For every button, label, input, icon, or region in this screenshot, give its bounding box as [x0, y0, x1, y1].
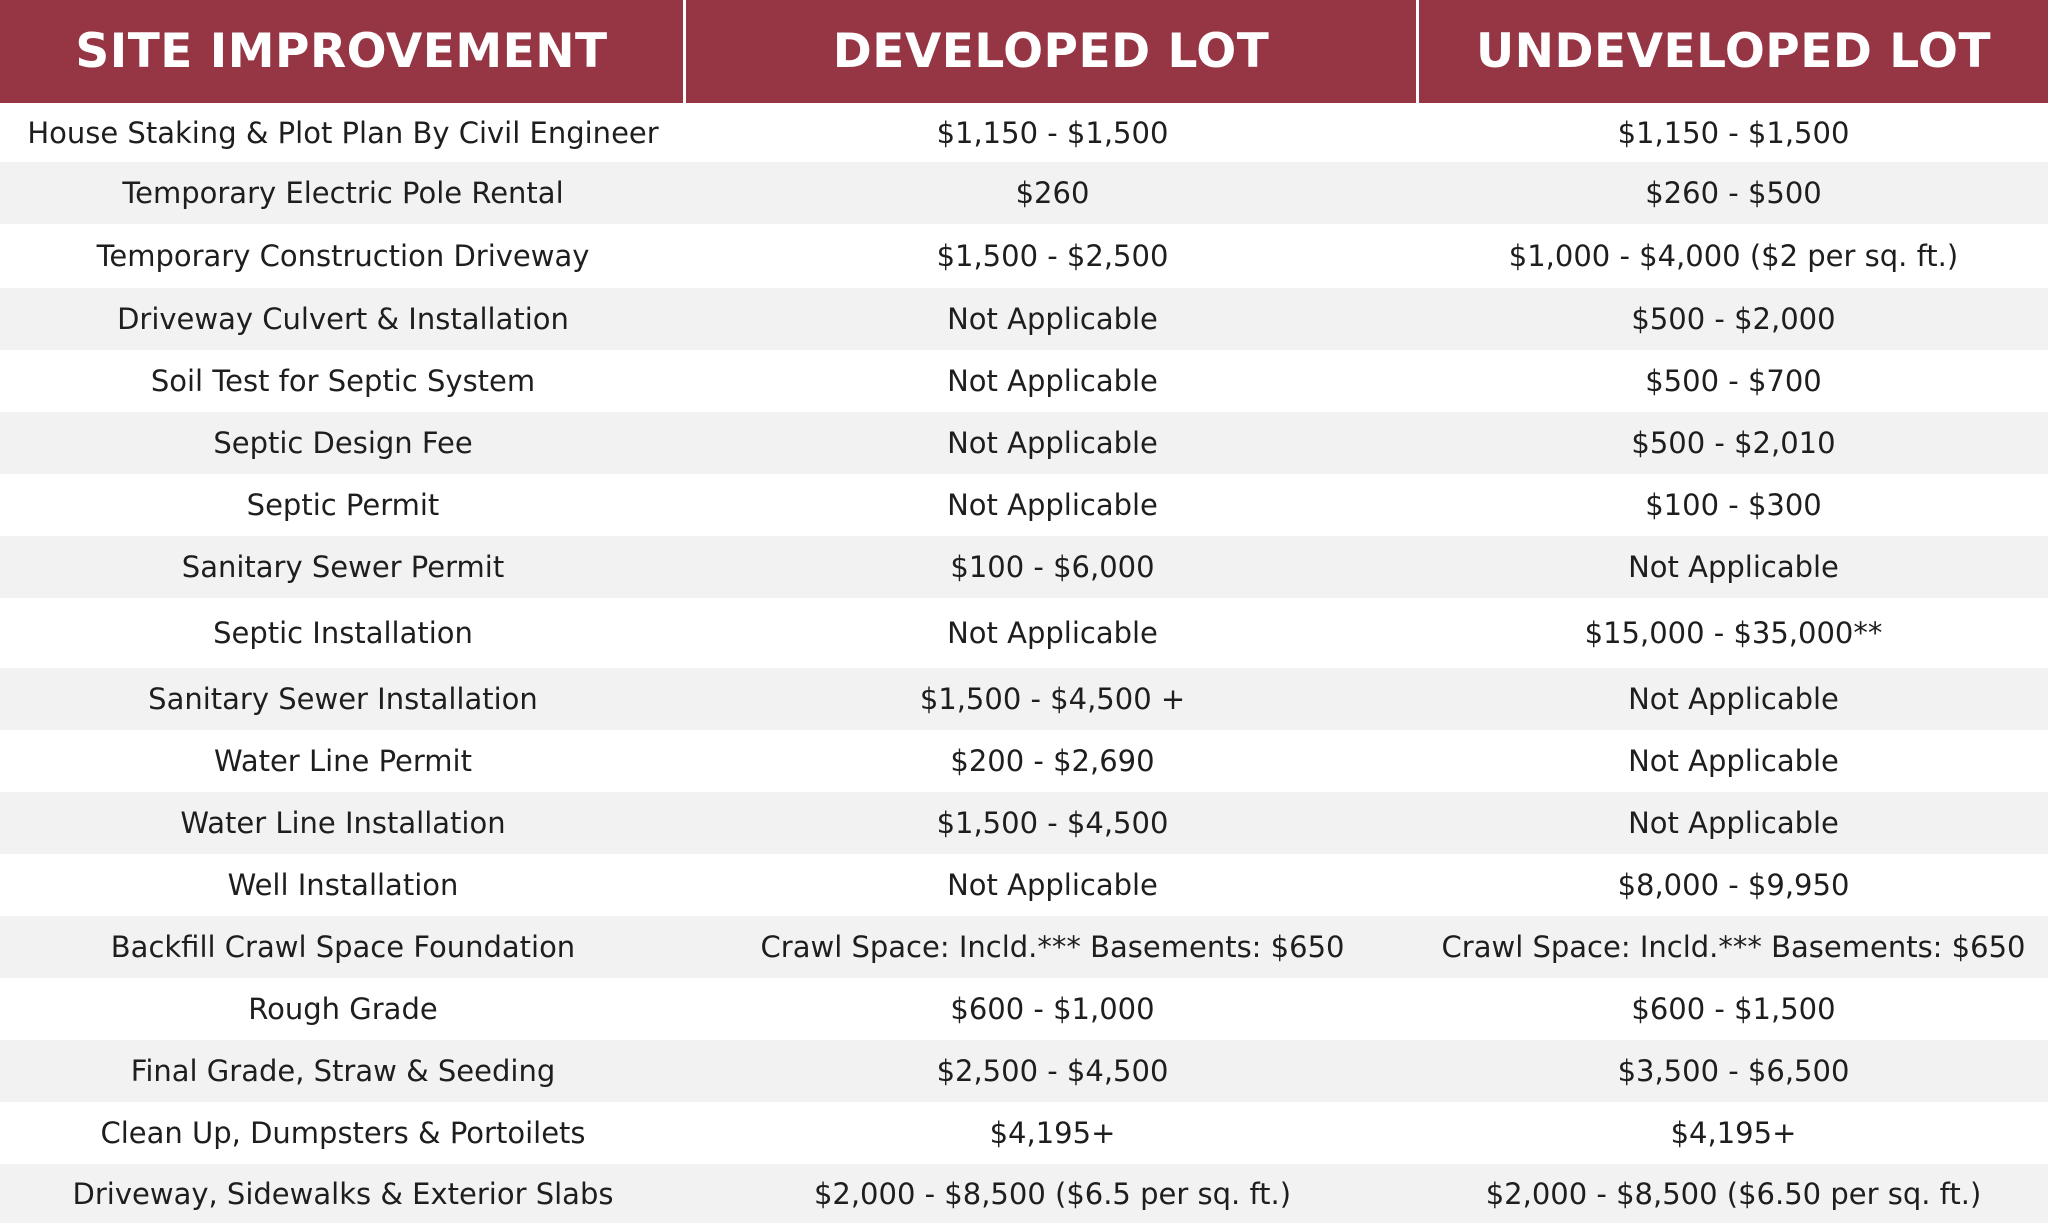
- developed-lot-cell: Not Applicable: [947, 488, 1158, 522]
- undeveloped-lot-cell: $500 - $2,010: [1631, 426, 1836, 460]
- table-row: Septic Permit Not Applicable $100 - $300: [0, 474, 2048, 536]
- table-row: Clean Up, Dumpsters & Portoilets $4,195+ $…: [0, 1102, 2048, 1164]
- undeveloped-lot-cell: $1,000 - $4,000 ($2 per sq. ft.): [1508, 239, 1959, 273]
- developed-lot-cell: $100 - $6,000: [950, 550, 1155, 584]
- undeveloped-lot-cell: $500 - $2,000: [1631, 302, 1836, 336]
- developed-lot-cell: $4,195+: [989, 1116, 1116, 1150]
- site-improvement-cell: Temporary Electric Pole Rental: [122, 176, 564, 210]
- undeveloped-lot-cell: $600 - $1,500: [1631, 992, 1836, 1026]
- developed-lot-cell: Crawl Space: Incld.*** Basements: $650: [760, 930, 1345, 964]
- undeveloped-lot-cell: $15,000 - $35,000**: [1584, 616, 1883, 650]
- undeveloped-lot-cell: Not Applicable: [1628, 744, 1839, 778]
- undeveloped-lot-cell: $260 - $500: [1645, 176, 1822, 210]
- table-row: Driveway, Sidewalks & Exterior Slabs $2,0…: [0, 1164, 2048, 1223]
- developed-lot-cell: $1,150 - $1,500: [936, 115, 1169, 150]
- table-row: Rough Grade $600 - $1,000 $600 - $1,500: [0, 978, 2048, 1040]
- table-row: Temporary Electric Pole Rental $260 $260 -…: [0, 162, 2048, 224]
- undeveloped-lot-cell: $4,195+: [1670, 1116, 1797, 1150]
- site-improvement-cell: Septic Design Fee: [213, 426, 473, 460]
- developed-lot-cell: Not Applicable: [947, 426, 1158, 460]
- table-row: Septic Installation Not Applicable $15,000…: [0, 598, 2048, 668]
- table-row: Water Line Permit $200 - $2,690 Not Applic…: [0, 730, 2048, 792]
- site-improvement-cell: Driveway, Sidewalks & Exterior Slabs: [72, 1176, 614, 1211]
- undeveloped-lot-cell: $3,500 - $6,500: [1617, 1054, 1850, 1088]
- table-row: Sanitary Sewer Permit $100 - $6,000 Not Ap…: [0, 536, 2048, 598]
- table-row: Water Line Installation $1,500 - $4,500 No…: [0, 792, 2048, 854]
- table-row: Soil Test for Septic System Not Applicabl…: [0, 350, 2048, 412]
- site-improvement-cell: Soil Test for Septic System: [150, 364, 536, 398]
- undeveloped-lot-cell: $100 - $300: [1645, 488, 1822, 522]
- site-improvement-cell: Rough Grade: [248, 992, 438, 1026]
- undeveloped-lot-cell: Not Applicable: [1628, 682, 1839, 716]
- column-header-site-improvement: SITE IMPROVEMENT: [0, 0, 686, 103]
- developed-lot-cell: $260: [1015, 176, 1090, 210]
- table-row: Driveway Culvert & Installation Not Appli…: [0, 288, 2048, 350]
- undeveloped-lot-cell: Not Applicable: [1628, 806, 1839, 840]
- developed-lot-cell: $2,000 - $8,500 ($6.5 per sq. ft.): [813, 1176, 1292, 1211]
- table-row: Temporary Construction Driveway $1,500 - …: [0, 224, 2048, 288]
- developed-lot-cell: $600 - $1,000: [950, 992, 1155, 1026]
- column-header-undeveloped-lot: UNDEVELOPED LOT: [1475, 24, 1992, 79]
- developed-lot-cell: $1,500 - $4,500 +: [919, 682, 1186, 716]
- undeveloped-lot-cell: Not Applicable: [1628, 550, 1839, 584]
- site-improvement-cell: Well Installation: [227, 868, 459, 902]
- developed-lot-cell: $1,500 - $2,500: [936, 239, 1169, 273]
- developed-lot-cell: Not Applicable: [947, 616, 1158, 650]
- table-row: House Staking & Plot Plan By Civil Engin…: [0, 103, 2048, 162]
- site-improvement-cell: Temporary Construction Driveway: [96, 239, 590, 273]
- site-improvement-cell: Sanitary Sewer Permit: [181, 550, 505, 584]
- site-improvement-cell: Water Line Permit: [214, 744, 472, 778]
- undeveloped-lot-cell: $2,000 - $8,500 ($6.50 per sq. ft.): [1485, 1176, 1982, 1211]
- developed-lot-cell: Not Applicable: [947, 364, 1158, 398]
- table-row: Well Installation Not Applicable $8,000 - …: [0, 854, 2048, 916]
- undeveloped-lot-cell: Crawl Space: Incld.*** Basements: $650: [1441, 930, 2026, 964]
- table-header: SITE IMPROVEMENT DEVELOPED LOT UNDEVELOP…: [0, 0, 2048, 103]
- developed-lot-cell: Not Applicable: [947, 302, 1158, 336]
- site-improvement-cell: Septic Installation: [213, 616, 473, 650]
- site-improvement-cell: Final Grade, Straw & Seeding: [130, 1054, 556, 1088]
- table-row: Septic Design Fee Not Applicable $500 - $2…: [0, 412, 2048, 474]
- developed-lot-cell: $2,500 - $4,500: [936, 1054, 1169, 1088]
- table-body: House Staking & Plot Plan By Civil Engin…: [0, 103, 2048, 1223]
- site-improvement-cell: Sanitary Sewer Installation: [148, 682, 538, 716]
- developed-lot-cell: $1,500 - $4,500: [936, 806, 1169, 840]
- undeveloped-lot-cell: $500 - $700: [1645, 364, 1822, 398]
- column-header-developed-lot: DEVELOPED LOT: [686, 0, 1419, 103]
- table-row: Final Grade, Straw & Seeding $2,500 - $4,…: [0, 1040, 2048, 1102]
- table-row: Sanitary Sewer Installation $1,500 - $4,5…: [0, 668, 2048, 730]
- undeveloped-lot-cell: $1,150 - $1,500: [1617, 115, 1850, 150]
- site-improvement-cell: Driveway Culvert & Installation: [117, 302, 569, 336]
- site-improvement-cell: Backfill Crawl Space Foundation: [110, 930, 576, 964]
- developed-lot-cell: $200 - $2,690: [950, 744, 1155, 778]
- developed-lot-cell: Not Applicable: [947, 868, 1158, 902]
- site-improvement-cell: Water Line Installation: [180, 806, 506, 840]
- undeveloped-lot-cell: $8,000 - $9,950: [1617, 868, 1850, 902]
- site-improvement-cell: Septic Permit: [246, 488, 440, 522]
- table-row: Backfill Crawl Space Foundation Crawl Spa…: [0, 916, 2048, 978]
- site-improvement-cell: House Staking & Plot Plan By Civil Engin…: [27, 115, 659, 150]
- site-improvement-cell: Clean Up, Dumpsters & Portoilets: [100, 1116, 586, 1150]
